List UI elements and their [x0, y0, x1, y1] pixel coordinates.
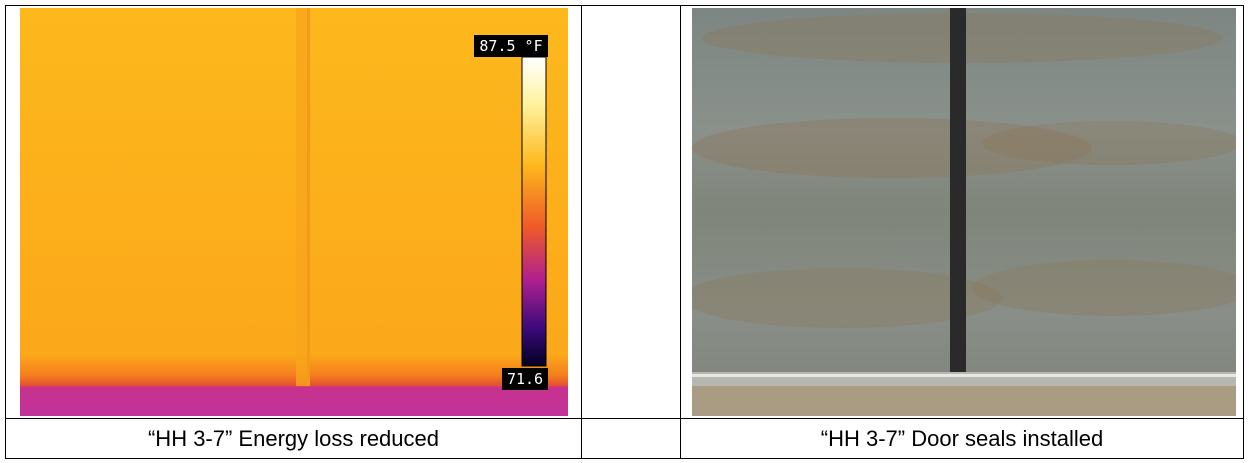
scale-max-label: 87.5 °F [474, 35, 548, 57]
col-divider [581, 5, 582, 459]
door-photo [692, 8, 1236, 416]
col-divider [680, 5, 681, 459]
thermal-image [20, 8, 568, 416]
caption: “HH 3-7” Door seals installed [820, 426, 1104, 451]
table-border [5, 5, 1244, 459]
caption: “HH 3-7” Energy loss reduced [147, 426, 439, 451]
scale-min-label: 71.6 [502, 368, 548, 390]
row-divider [5, 418, 1244, 419]
